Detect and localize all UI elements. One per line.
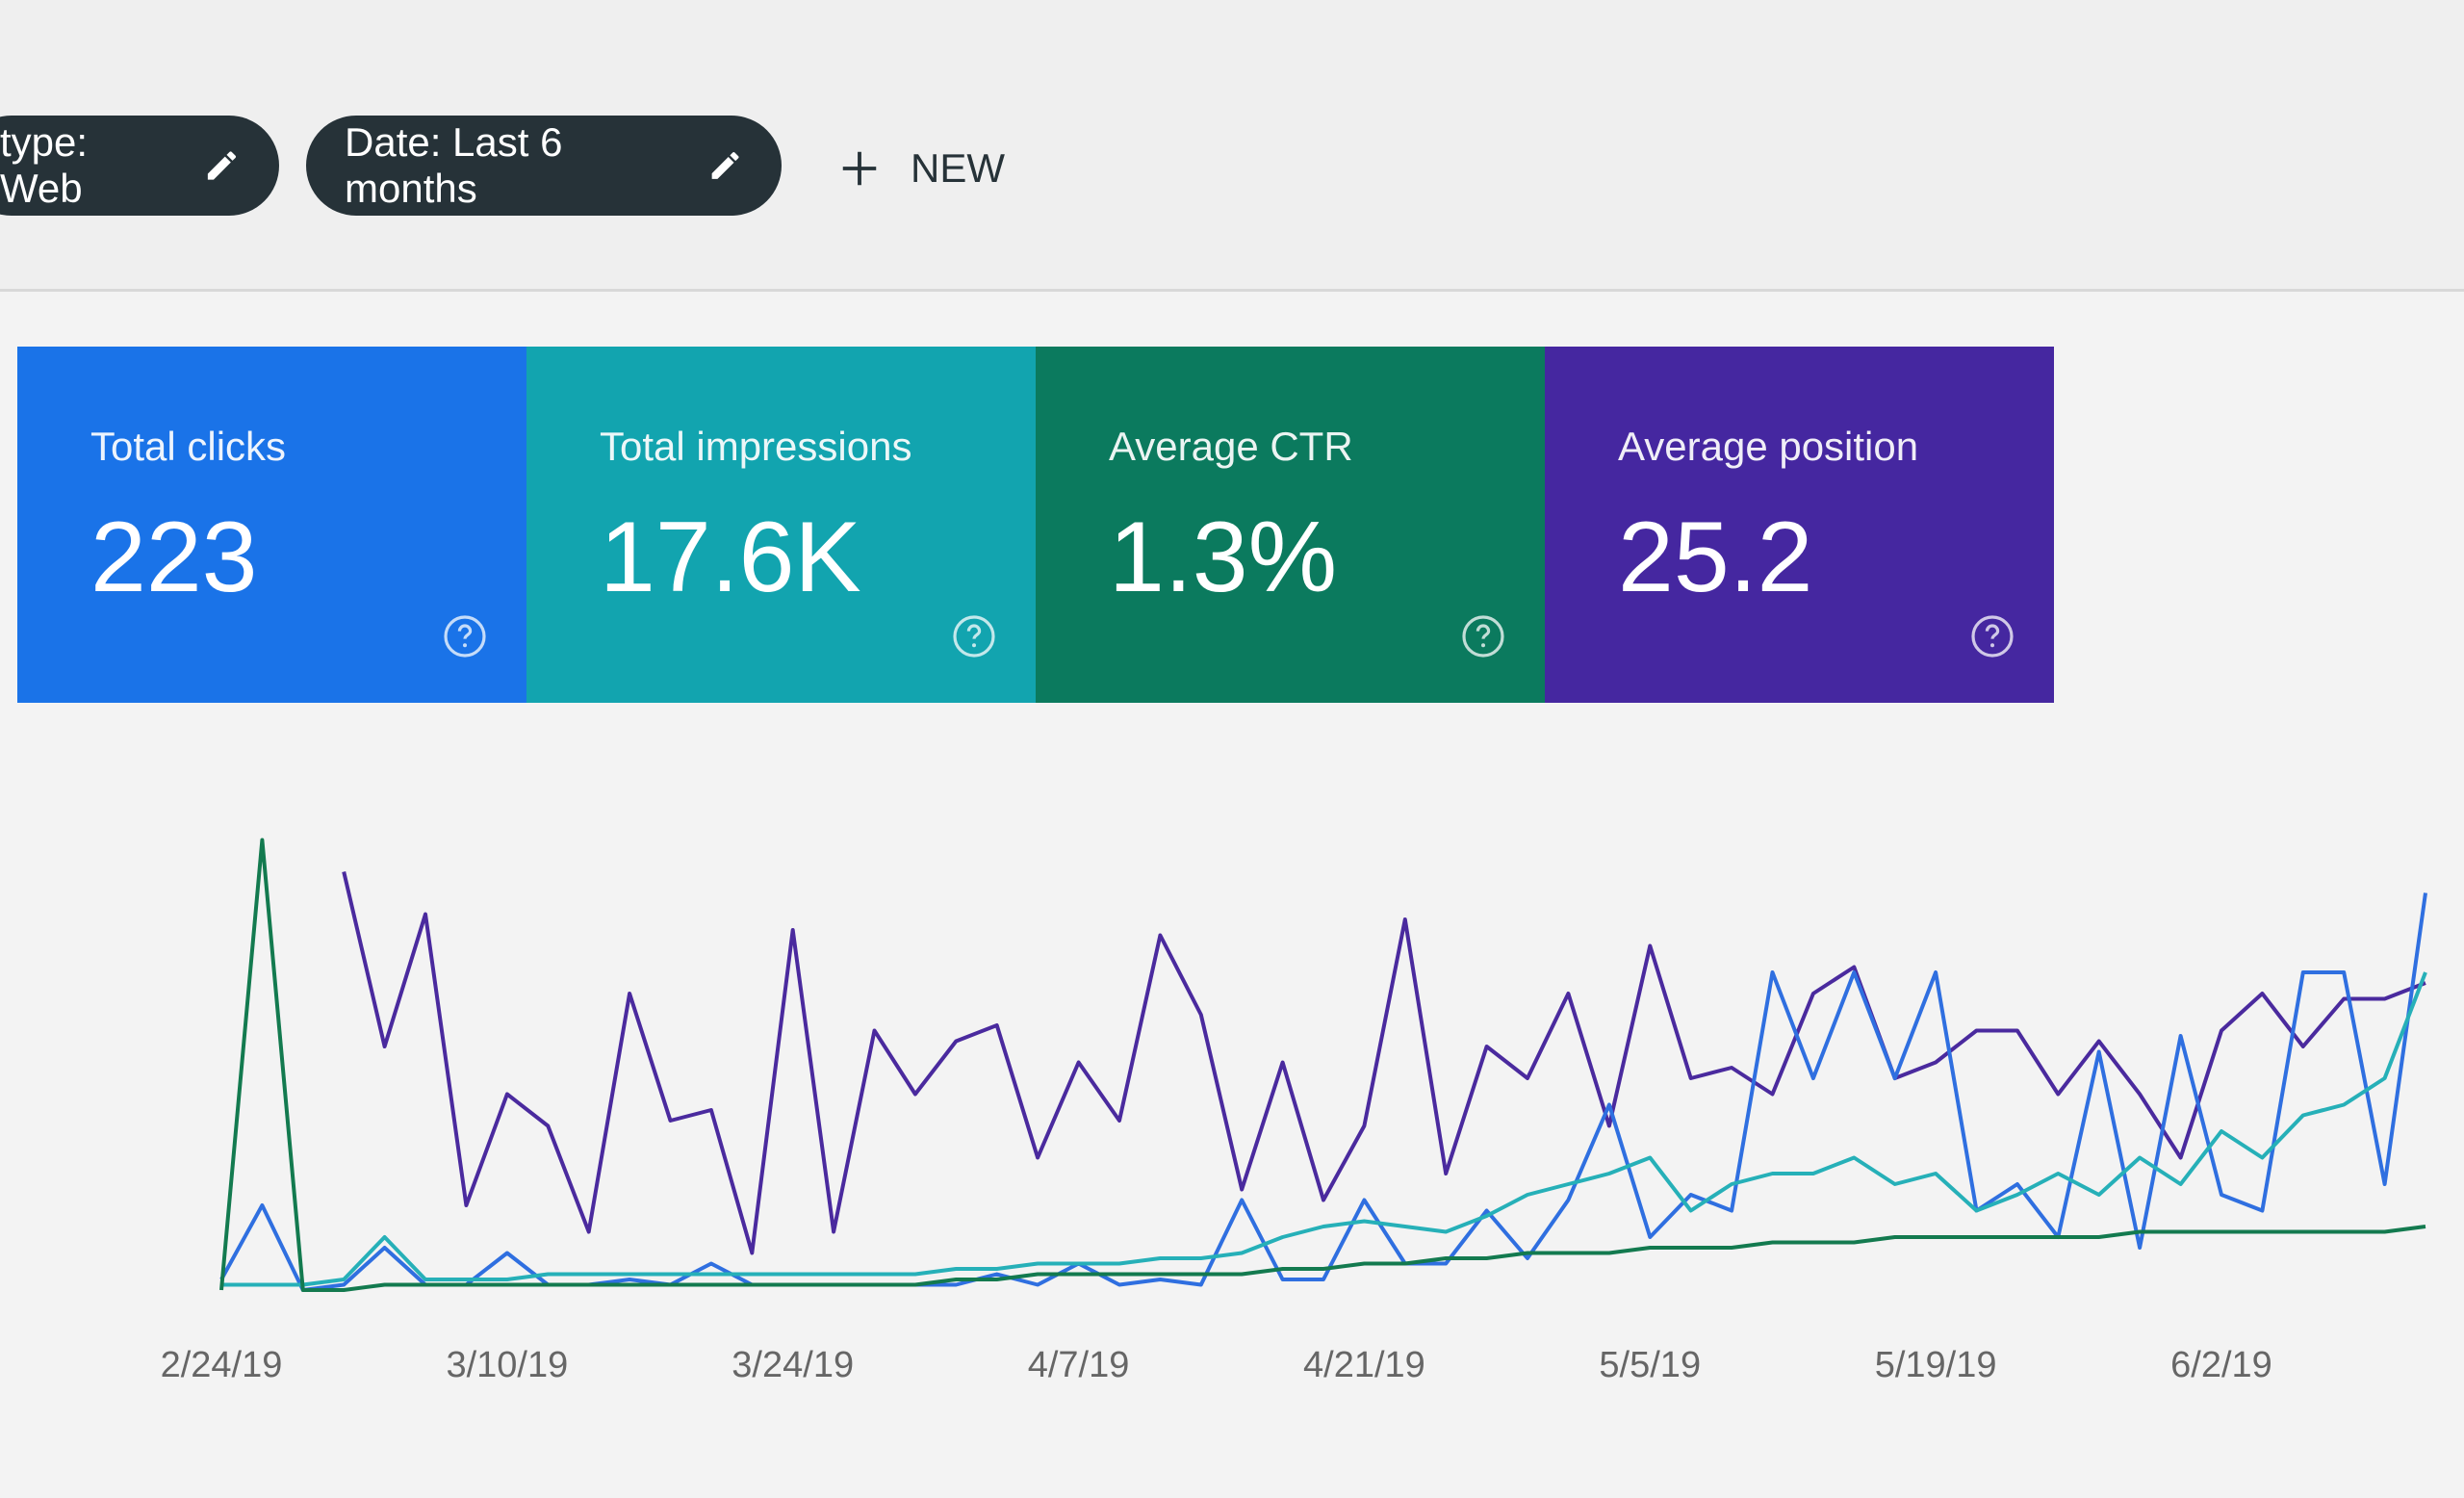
help-glyph	[1462, 615, 1504, 658]
x-tick-label: 5/19/19	[1875, 1345, 1997, 1385]
new-filter-button[interactable]: NEW	[837, 135, 1005, 202]
help-icon[interactable]	[1969, 613, 2015, 664]
performance-chart: 2/24/19 3/10/19 3/24/19 4/7/19 4/21/19 5/5/19…	[161, 838, 2427, 1385]
x-tick-label: 3/24/19	[732, 1345, 854, 1385]
plus-icon	[842, 151, 877, 186]
series-line	[219, 892, 2427, 1292]
x-tick-label: 3/10/19	[446, 1345, 568, 1385]
metric-value: 223	[90, 502, 258, 613]
metric-value: 25.2	[1618, 502, 1813, 613]
metric-label: Average position	[1618, 424, 1919, 469]
edit-icon[interactable]	[707, 146, 743, 185]
series-line	[219, 838, 2426, 1292]
series-line	[221, 971, 2427, 1287]
help-icon[interactable]	[951, 613, 997, 664]
x-tick-label: 4/7/19	[1028, 1345, 1130, 1385]
metric-value: 1.3%	[1109, 502, 1338, 613]
metric-card[interactable]: Average position 25.2	[1545, 347, 2054, 703]
x-tick-label: 6/2/19	[2170, 1345, 2272, 1385]
x-tick-label: 5/5/19	[1599, 1345, 1701, 1385]
filter-bar: type: Web Date: Last 6 months NEW	[0, 0, 2464, 292]
metric-label: Average CTR	[1109, 424, 1353, 469]
x-tick-label: 2/24/19	[161, 1345, 283, 1385]
metric-value: 17.6K	[600, 502, 861, 613]
metric-cards: Total clicks 223 Total impressions 17.6K Ave…	[17, 347, 2054, 703]
help-icon[interactable]	[1460, 613, 1506, 664]
filter-chip[interactable]: Date: Last 6 months	[306, 116, 782, 216]
metric-label: Total clicks	[90, 424, 287, 469]
series-line	[342, 871, 2426, 1255]
button-label: NEW	[911, 145, 1005, 191]
x-tick-label: 4/21/19	[1303, 1345, 1425, 1385]
help-icon[interactable]	[442, 613, 488, 664]
filter-chip[interactable]: type: Web	[0, 116, 279, 216]
metric-card[interactable]: Total clicks 223	[17, 347, 526, 703]
metric-card[interactable]: Average CTR 1.3%	[1036, 347, 1545, 703]
metric-label: Total impressions	[600, 424, 912, 469]
metric-card[interactable]: Total impressions 17.6K	[526, 347, 1036, 703]
help-glyph	[444, 615, 486, 658]
help-glyph	[953, 615, 995, 658]
chip-label: Date: Last 6 months	[345, 119, 563, 211]
chip-label: type: Web	[0, 119, 89, 211]
edit-icon[interactable]	[203, 146, 241, 185]
help-glyph	[1971, 615, 2014, 658]
